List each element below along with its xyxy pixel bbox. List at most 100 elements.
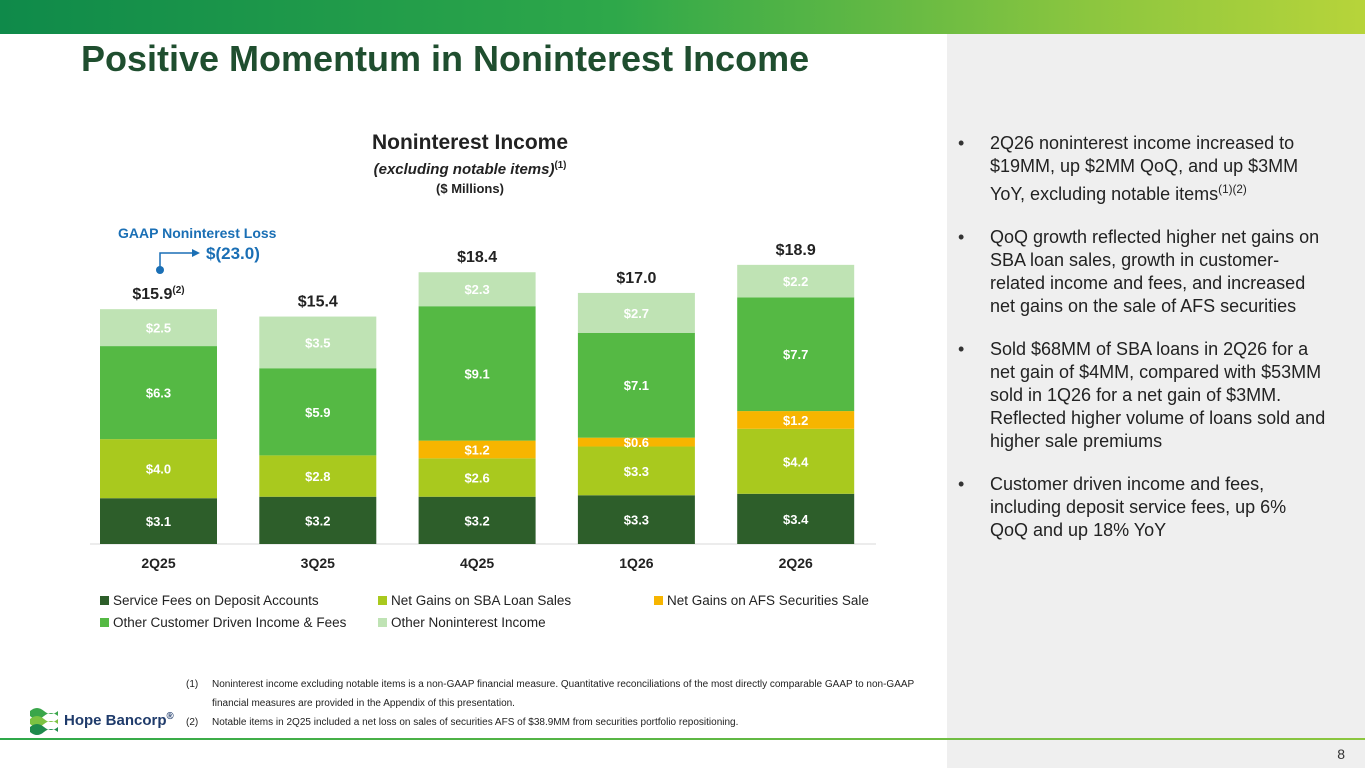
bar-segment	[577, 495, 695, 544]
bar-segment	[259, 368, 377, 456]
bar-total-label: $15.4	[298, 294, 338, 311]
bar-value-label: $4.0	[146, 462, 171, 477]
page-number: 8	[1337, 746, 1345, 762]
bar-segment	[100, 439, 217, 499]
x-tick-label: 1Q26	[619, 555, 653, 571]
bullet-marker-icon: •	[958, 339, 965, 359]
legend-label: Net Gains on AFS Securities Sale	[667, 593, 869, 608]
gaap-callout-arrow-icon	[156, 249, 200, 274]
chart-units: ($ Millions)	[436, 181, 504, 196]
bar-value-label: $1.2	[783, 413, 808, 428]
bar-value-label: $2.6	[464, 471, 489, 486]
bar-total-label: $15.9(2)	[132, 285, 184, 303]
legend-item: Service Fees on Deposit Accounts	[100, 593, 319, 608]
commentary-bullets: • 2Q26 noninterest income increased to $1…	[958, 132, 1328, 562]
legend-label: Other Noninterest Income	[391, 615, 546, 630]
gaap-callout-label: GAAP Noninterest Loss	[118, 225, 277, 241]
x-tick-label: 4Q25	[460, 555, 494, 571]
bar-value-label: $3.3	[624, 513, 649, 528]
footnote-text: Noninterest income excluding notable ite…	[212, 679, 915, 709]
bar-value-label: $4.4	[783, 454, 809, 469]
bullet-text: 2Q26 noninterest income increased to $19…	[990, 133, 1299, 204]
legend-swatch	[378, 618, 387, 627]
bar-segment	[737, 264, 855, 298]
bullet-text: Customer driven income and fees, includi…	[990, 474, 1287, 540]
bar-segment	[577, 437, 695, 447]
bar-value-label: $2.7	[624, 306, 649, 321]
bar-total-footnote-ref: (2)	[172, 285, 184, 296]
legend-label: Other Customer Driven Income & Fees	[113, 615, 347, 630]
bullet-marker-icon: •	[958, 133, 965, 153]
bar-segment	[737, 428, 855, 494]
bar-segment	[737, 297, 855, 412]
bar-segment	[259, 455, 377, 497]
commentary-panel	[947, 34, 1365, 768]
bar-value-label: $3.2	[305, 513, 330, 528]
bar-segment	[418, 272, 536, 307]
footnote: (2) Notable items in 2Q25 included a net …	[186, 713, 946, 732]
bullet-point: • Sold $68MM of SBA loans in 2Q26 for a n…	[958, 338, 1328, 453]
bullet-point: • QoQ growth reflected higher net gains o…	[958, 226, 1328, 318]
bar-segment	[259, 316, 377, 369]
bar-segment	[100, 346, 217, 440]
legend-label: Net Gains on SBA Loan Sales	[391, 593, 572, 608]
bar-value-label: $2.2	[783, 274, 808, 289]
footnotes: (1) Noninterest income excluding notable …	[186, 675, 946, 732]
bullet-footnote-ref: (1)(2)	[1218, 183, 1247, 196]
x-tick-label: 2Q26	[779, 555, 813, 571]
bar-value-label: $0.6	[624, 435, 649, 450]
slide-title: Positive Momentum in Noninterest Income	[81, 38, 810, 79]
bar-value-label: $3.5	[305, 335, 330, 350]
footnote-text: Notable items in 2Q25 included a net los…	[212, 717, 739, 728]
bottom-divider	[0, 738, 1365, 740]
chart-subtitle-footnote-ref: (1)	[554, 160, 567, 171]
bullet-text: QoQ growth reflected higher net gains on…	[990, 227, 1320, 316]
bar-segment	[259, 496, 377, 544]
bullet-point: • Customer driven income and fees, includ…	[958, 473, 1328, 542]
bar-value-label: $2.8	[305, 469, 330, 484]
bar-segment	[577, 332, 695, 438]
logo-registered-mark: ®	[166, 711, 174, 722]
hope-bancorp-logo-icon	[30, 708, 58, 735]
bar-segment	[100, 309, 217, 347]
gaap-callout-value: $(23.0)	[206, 244, 260, 263]
bar-value-label: $2.3	[464, 282, 489, 297]
footnote: (1) Noninterest income excluding notable …	[186, 675, 946, 713]
legend-item: Net Gains on AFS Securities Sale	[654, 593, 869, 608]
noninterest-income-chart: $3.1 $4.0 $6.3 $2.5 $15.9(2) 2Q25 $3.2 $2.8 $5.9…	[90, 242, 876, 571]
legend-label: Service Fees on Deposit Accounts	[113, 593, 319, 608]
bar-segment	[577, 292, 695, 333]
chart-header: Noninterest Income (excluding notable it…	[200, 130, 740, 198]
bar-total-label: $18.4	[457, 249, 497, 266]
bar-segment	[100, 498, 217, 544]
legend-swatch	[654, 596, 663, 605]
bullet-text: Sold $68MM of SBA loans in 2Q26 for a ne…	[990, 339, 1326, 451]
bar-segment	[418, 306, 536, 441]
bar-segment	[418, 440, 536, 459]
chart-subtitle: (excluding notable items)(1)	[373, 160, 567, 178]
legend-item: Other Noninterest Income	[378, 615, 546, 630]
bar-value-label: $6.3	[146, 386, 171, 401]
bar-value-label: $2.5	[146, 321, 171, 336]
bar-segment	[418, 496, 536, 544]
bar-segment	[418, 458, 536, 497]
chart-title: Noninterest Income	[371, 131, 569, 154]
bar-value-label: $3.4	[783, 512, 809, 527]
bar-segment	[737, 493, 855, 544]
bar-segment	[577, 446, 695, 496]
bar-value-label: $3.3	[624, 464, 649, 479]
legend-swatch	[100, 618, 109, 627]
bar-value-label: $7.7	[783, 347, 808, 362]
bar-value-label: $3.1	[146, 514, 171, 529]
bar-total-label: $17.0	[616, 270, 656, 287]
bar-value-label: $5.9	[305, 405, 330, 420]
bar-value-label: $3.2	[464, 513, 489, 528]
logo-text: Hope Bancorp®	[64, 711, 174, 729]
bullet-marker-icon: •	[958, 474, 965, 494]
legend-item: Other Customer Driven Income & Fees	[100, 615, 346, 630]
bar-value-label: $9.1	[464, 366, 489, 381]
legend-swatch	[100, 596, 109, 605]
x-tick-label: 3Q25	[301, 555, 335, 571]
bar-segment	[737, 411, 855, 429]
bar-value-label: $1.2	[464, 442, 489, 457]
